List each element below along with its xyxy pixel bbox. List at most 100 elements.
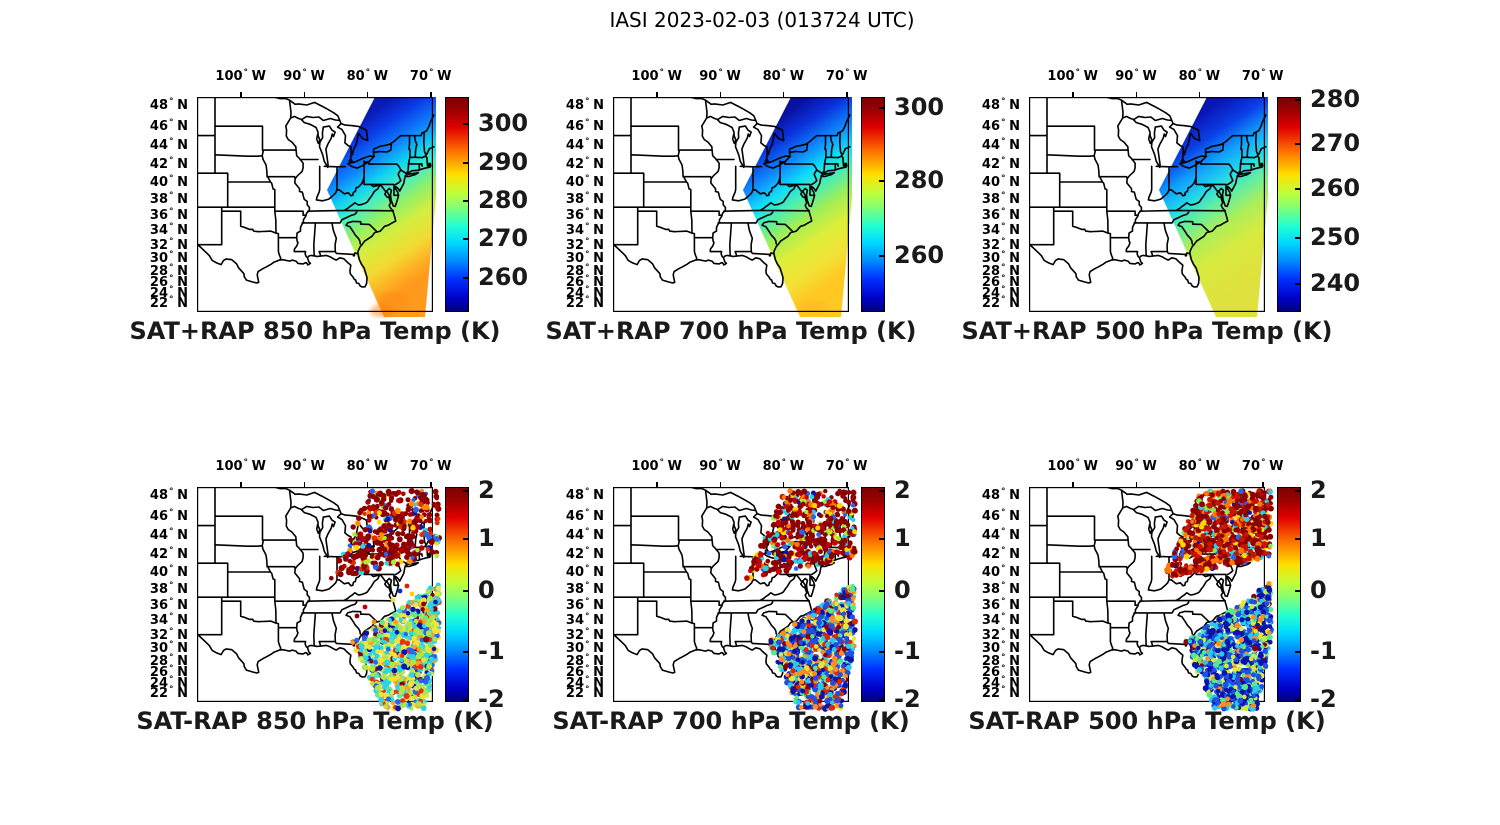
lat-tick-label: 44° N	[565, 137, 604, 154]
colorbar-tick-mark	[463, 698, 468, 701]
lat-tick-label: 22° N	[981, 685, 1020, 701]
lon-tick-label: 70° W	[1241, 458, 1284, 474]
coastline-and-state-borders	[1029, 97, 1267, 288]
colorbar	[1277, 97, 1301, 312]
lon-tick-mark	[240, 482, 242, 487]
lat-tick-label: 32° N	[565, 626, 604, 643]
lat-tick-label: 30° N	[149, 640, 188, 657]
lon-tick-mark	[656, 92, 658, 97]
lat-tick-label: 48° N	[149, 487, 188, 503]
colorbar-tick-label: 2	[1310, 476, 1327, 505]
colorbar-tick-mark	[879, 590, 884, 593]
lon-tick-mark	[656, 482, 658, 487]
lon-tick-mark	[366, 92, 369, 97]
lat-tick-label: 40° N	[565, 564, 604, 580]
colorbar-tick-mark	[463, 490, 468, 493]
colorbar-tick-label: 290	[478, 147, 529, 176]
lon-tick-label: 90° W	[1115, 68, 1157, 84]
coastline-and-state-borders	[613, 487, 851, 678]
lat-tick-label: 46° N	[565, 507, 604, 524]
scatter-dots-south	[1183, 580, 1274, 712]
lat-tick-label: 42° N	[149, 546, 188, 563]
lon-tick-label: 90° W	[283, 458, 325, 474]
lat-tick-label: 40° N	[981, 564, 1020, 580]
map	[613, 97, 852, 317]
colorbar-tick-label: 280	[894, 165, 945, 194]
lat-tick-label: 36° N	[149, 597, 188, 614]
colorbar-tick-label: -1	[894, 637, 921, 666]
lat-tick-label: 30° N	[565, 640, 604, 657]
lat-tick-label: 26° N	[981, 274, 1020, 291]
coastline-and-state-borders	[197, 97, 435, 288]
lon-tick-mark	[430, 92, 432, 97]
map	[613, 487, 858, 712]
lat-tick-label: 30° N	[149, 250, 188, 267]
lat-tick-label: 28° N	[565, 262, 604, 279]
lon-tick-label: 100° W	[631, 68, 682, 84]
colorbar-tick-mark	[1295, 142, 1300, 145]
lat-tick-label: 22° N	[981, 295, 1020, 311]
colorbar-tick-mark	[1295, 651, 1300, 654]
scatter-dots-north	[329, 488, 442, 581]
lat-tick-label: 24° N	[565, 285, 604, 302]
colorbar-tick-label: -1	[1310, 637, 1337, 666]
lat-tick-label: 36° N	[981, 207, 1020, 224]
colorbar	[1277, 487, 1301, 702]
colorbar-tick-mark	[1295, 236, 1300, 239]
coastline-and-state-borders	[613, 97, 851, 288]
lon-tick-mark	[303, 92, 306, 97]
lat-tick-label: 22° N	[149, 685, 188, 701]
lat-tick-label: 42° N	[149, 156, 188, 173]
lat-tick-label: 28° N	[149, 652, 188, 669]
lat-tick-label: 30° N	[565, 250, 604, 267]
lon-tick-mark	[1135, 92, 1138, 97]
colorbar-tick-label: 260	[894, 241, 945, 270]
lon-tick-label: 100° W	[215, 68, 266, 84]
lat-tick-label: 46° N	[981, 507, 1020, 524]
scatter-dots-north	[1164, 488, 1274, 579]
lat-tick-label: 42° N	[565, 546, 604, 563]
lon-tick-mark	[1072, 482, 1074, 487]
lat-tick-label: 36° N	[149, 207, 188, 224]
colorbar-tick-mark	[879, 651, 884, 654]
colorbar-tick-mark	[1295, 490, 1300, 493]
lat-tick-label: 42° N	[981, 156, 1020, 173]
lat-tick-label: 34° N	[565, 612, 604, 629]
colorbar-tick-label: 2	[478, 476, 495, 505]
colorbar-tick-label: 2	[894, 476, 911, 505]
colorbar-tick-mark	[1295, 187, 1300, 190]
colorbar-tick-label: 280	[478, 185, 529, 214]
lon-tick-label: 80° W	[1178, 68, 1221, 84]
lat-tick-label: 44° N	[565, 527, 604, 544]
lon-tick-mark	[719, 92, 722, 97]
colorbar-tick-mark	[879, 698, 884, 701]
colorbar-tick-label: 0	[894, 576, 911, 605]
lat-tick-label: 38° N	[565, 581, 604, 598]
lat-tick-label: 44° N	[981, 527, 1020, 544]
lon-tick-label: 100° W	[631, 458, 682, 474]
lat-tick-label: 42° N	[981, 546, 1020, 563]
lat-tick-label: 44° N	[981, 137, 1020, 154]
colorbar-tick-label: 0	[1310, 576, 1327, 605]
colorbar-tick-label: -1	[478, 637, 505, 666]
lat-tick-label: 32° N	[981, 236, 1020, 253]
lon-tick-label: 70° W	[825, 68, 868, 84]
colorbar-tick-mark	[463, 537, 468, 540]
colorbar-tick-mark	[879, 490, 884, 493]
lon-tick-label: 100° W	[215, 458, 266, 474]
colorbar-tick-mark	[1295, 590, 1300, 593]
lat-tick-label: 28° N	[981, 652, 1020, 669]
lat-tick-label: 30° N	[981, 640, 1020, 657]
lon-tick-label: 90° W	[283, 68, 325, 84]
lat-tick-label: 32° N	[149, 626, 188, 643]
lon-tick-label: 80° W	[1178, 458, 1221, 474]
lat-tick-label: 46° N	[981, 117, 1020, 134]
lat-tick-label: 32° N	[565, 236, 604, 253]
map	[197, 487, 442, 712]
lon-tick-mark	[1262, 482, 1264, 487]
lon-tick-label: 80° W	[346, 458, 389, 474]
lat-tick-label: 36° N	[981, 597, 1020, 614]
satellite-swath	[327, 97, 436, 317]
lat-tick-label: 34° N	[149, 612, 188, 629]
lat-tick-label: 40° N	[981, 174, 1020, 190]
